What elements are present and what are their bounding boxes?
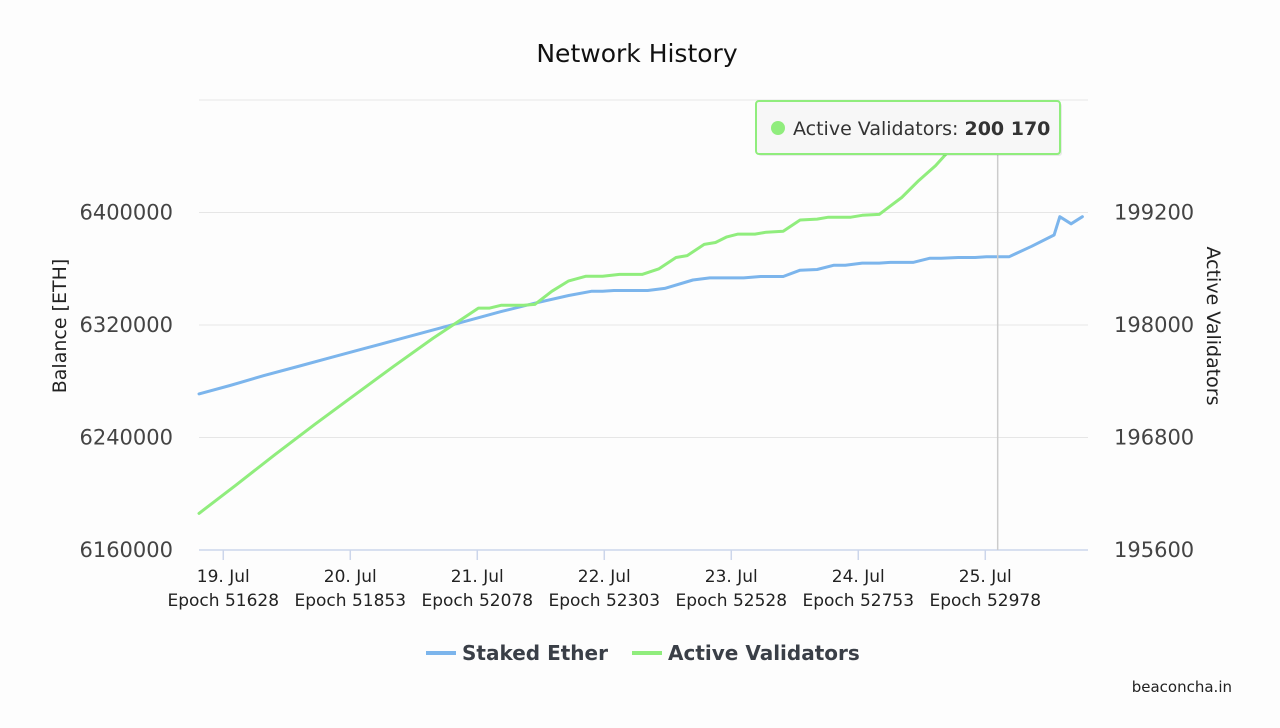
y-right-axis: 195600 196800 198000 199200 [1114,201,1194,563]
y-left-axis-title: Balance [ETH] [49,259,71,394]
legend-active-validators-label[interactable]: Active Validators [668,641,860,665]
x-axis: 19. Jul Epoch 51628 20. Jul Epoch 51853 21. … [167,549,1088,611]
chart-title: Network History [536,39,737,68]
y-left-tick-label: 6240000 [79,426,173,450]
legend-staked-ether-label[interactable]: Staked Ether [462,641,608,665]
x-tick-label-date: 20. Jul [324,567,377,587]
legend: Staked Ether Active Validators [426,641,860,665]
y-left-axis: 6160000 6240000 6320000 6400000 [79,201,173,563]
x-tick-label-epoch: Epoch 52528 [675,591,787,611]
tooltip-label: Active Validators: [793,118,964,140]
watermark: beaconcha.in [1131,678,1232,696]
tooltip-series-dot [771,121,785,135]
y-right-tick-label: 199200 [1114,201,1194,225]
y-left-tick-label: 6400000 [79,201,173,225]
x-tick-label-epoch: Epoch 52753 [802,591,914,611]
series-line-active-validators[interactable] [197,120,1000,515]
x-tick-label-epoch: Epoch 52978 [929,591,1041,611]
x-tick-label-epoch: Epoch 51628 [167,591,279,611]
tooltip-box [755,100,1061,155]
x-tick-label-date: 21. Jul [451,567,504,587]
y-right-tick-label: 198000 [1114,313,1194,337]
y-left-tick-label: 6160000 [79,538,173,562]
y-right-tick-label: 196800 [1114,426,1194,450]
x-tick-label-epoch: Epoch 52078 [421,591,533,611]
series-line-staked-ether[interactable] [197,215,1084,396]
x-tick-label-date: 24. Jul [832,567,885,587]
tooltip-text: Active Validators: 200 170 [793,118,1050,140]
x-tick-label-date: 25. Jul [959,567,1012,587]
x-tick-label-epoch: Epoch 52303 [548,591,660,611]
tooltip-value: 200 170 [964,118,1050,140]
x-tick-label-epoch: Epoch 51853 [294,591,406,611]
plot-area [197,120,1084,515]
x-tick-label-date: 23. Jul [705,567,758,587]
x-tick-label-date: 22. Jul [578,567,631,587]
tooltip: Active Validators: 200 170 [755,100,1062,550]
y-right-tick-label: 195600 [1114,538,1194,562]
x-tick-label-date: 19. Jul [197,567,250,587]
y-left-tick-label: 6320000 [79,313,173,337]
y-right-axis-title: Active Validators [1202,246,1224,405]
